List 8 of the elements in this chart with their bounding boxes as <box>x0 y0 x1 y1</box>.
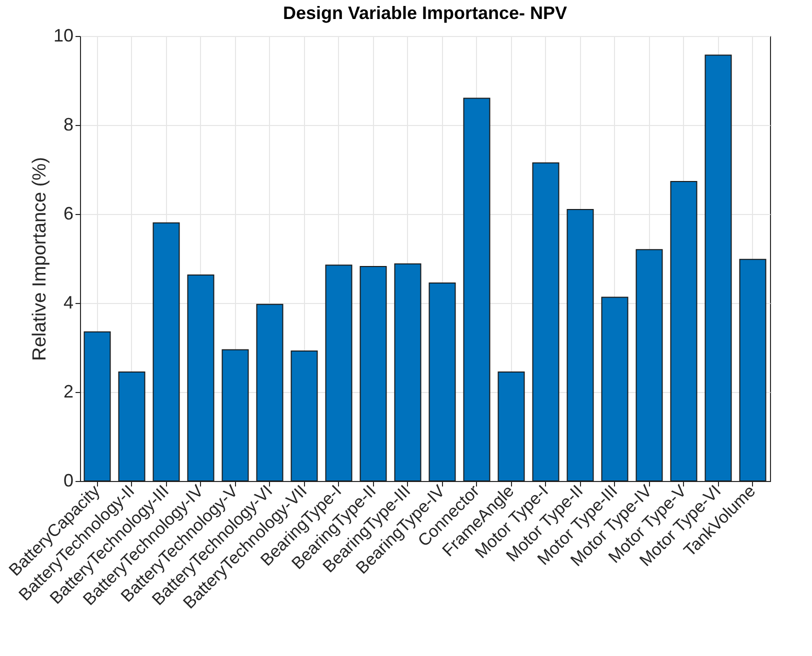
y-axis-title: Relative Importance (%) <box>29 157 50 361</box>
y-tick-label: 2 <box>63 382 74 402</box>
y-tick-label: 6 <box>63 204 74 224</box>
y-tick-label: 8 <box>63 114 74 134</box>
chart-title: Design Variable Importance- NPV <box>282 3 568 23</box>
y-tick-label: 10 <box>53 26 74 46</box>
y-tick-label: 4 <box>63 292 74 312</box>
y-tick-label: 0 <box>63 470 74 490</box>
